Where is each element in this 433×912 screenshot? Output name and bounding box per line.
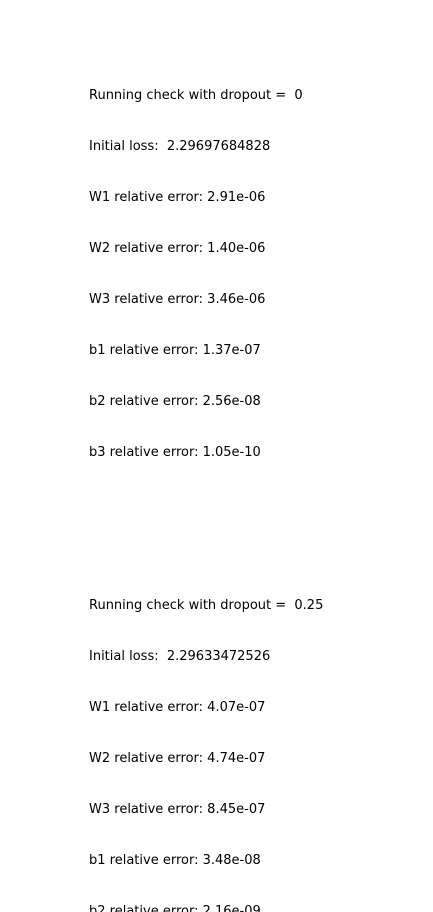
relative-error-line: b2 relative error: 2.56e-08 (89, 394, 261, 409)
dropout-header: Running check with dropout = 0.25 (89, 598, 324, 613)
relative-error-line: W3 relative error: 3.46e-06 (89, 292, 266, 307)
relative-error-line: W1 relative error: 4.07e-07 (89, 700, 266, 715)
relative-error-line: W2 relative error: 1.40e-06 (89, 241, 266, 256)
relative-error-line: b3 relative error: 1.05e-10 (89, 445, 261, 460)
initial-loss: Initial loss: 2.29697684828 (89, 139, 271, 154)
dropout-header: Running check with dropout = 0 (89, 88, 303, 103)
initial-loss: Initial loss: 2.29633472526 (89, 649, 271, 664)
dropout-check-block: Running check with dropout = 0.25 Initia… (89, 563, 323, 912)
cell-output: Running check with dropout = 0 Initial l… (89, 2, 323, 912)
relative-error-line: b2 relative error: 2.16e-09 (89, 904, 261, 912)
dropout-check-block: Running check with dropout = 0 Initial l… (89, 53, 323, 495)
relative-error-line: b1 relative error: 1.37e-07 (89, 343, 261, 358)
relative-error-line: W2 relative error: 4.74e-07 (89, 751, 266, 766)
relative-error-line: W3 relative error: 8.45e-07 (89, 802, 266, 817)
relative-error-line: b1 relative error: 3.48e-08 (89, 853, 261, 868)
relative-error-line: W1 relative error: 2.91e-06 (89, 190, 266, 205)
